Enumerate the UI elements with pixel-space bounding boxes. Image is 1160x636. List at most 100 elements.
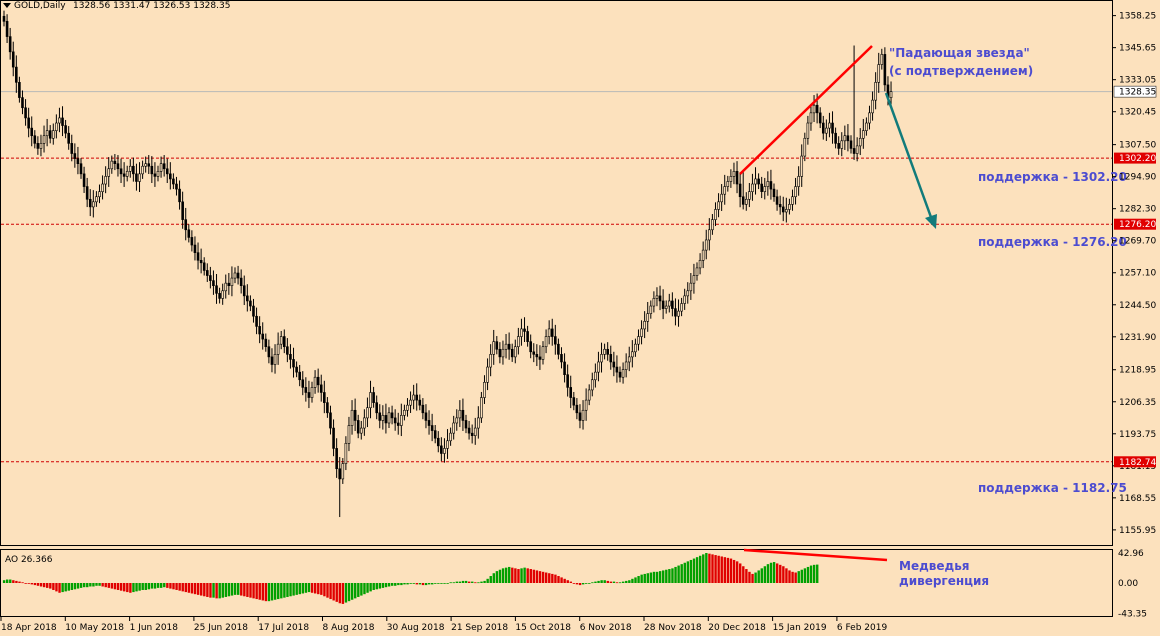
ao-bar: [806, 566, 810, 583]
ao-bar: [283, 583, 286, 598]
price-tick-label: 1358.25: [1119, 12, 1156, 22]
candle-body: [11, 51, 15, 68]
candle-body: [624, 361, 628, 370]
candle-body: [846, 135, 850, 142]
ao-bar: [397, 583, 400, 586]
candle-body: [809, 112, 813, 124]
candles: [2, 10, 893, 518]
ao-bar: [560, 577, 563, 583]
candle-body: [486, 366, 489, 383]
candle-body: [175, 183, 178, 190]
ao-bar: [138, 583, 141, 591]
ao-bar: [474, 582, 477, 584]
ao-bar: [498, 569, 502, 583]
time-tick-label: 21 Sep 2018: [451, 623, 508, 633]
candle-body: [658, 295, 662, 302]
candle-body: [88, 198, 92, 208]
ao-bar: [270, 583, 274, 601]
ao-bar: [196, 583, 200, 595]
ao-bar: [79, 583, 83, 588]
candle-body: [218, 293, 221, 299]
ao-bar: [443, 583, 446, 584]
candle-body: [498, 348, 502, 358]
candle-body: [711, 219, 714, 231]
time-axis: 18 Apr 2018 10 May 2018 1 Jun 2018 25 Jun 2…: [0, 617, 887, 633]
pattern-note-line2: (с подтверждением): [889, 64, 1033, 78]
ao-bar: [557, 576, 560, 583]
ao-bar: [489, 576, 492, 583]
candle-body: [276, 343, 280, 355]
candle-body: [307, 392, 311, 398]
candle-body: [18, 82, 21, 98]
candle-body: [766, 181, 770, 187]
candle-body: [39, 143, 43, 149]
candle-body: [674, 308, 677, 317]
candle-body: [634, 343, 637, 353]
candle-body: [803, 137, 807, 157]
time-tick-label: 18 Apr 2018: [1, 623, 57, 633]
down-arrow: [884, 92, 937, 229]
ao-bar: [628, 580, 631, 583]
ao-bar: [52, 583, 55, 590]
candle-body: [76, 158, 80, 164]
ao-bar: [723, 557, 727, 583]
ao-bar: [720, 556, 723, 583]
candle-body: [815, 104, 819, 114]
ao-bar: [132, 583, 135, 593]
ao-bar: [665, 569, 668, 583]
candle-body: [415, 394, 419, 401]
ao-bar: [400, 583, 403, 586]
candle-body: [818, 112, 822, 124]
candle-body: [877, 64, 881, 83]
candle-body: [871, 99, 874, 114]
candle-body: [520, 328, 523, 337]
candle-body: [82, 173, 86, 187]
candle-body: [107, 168, 111, 177]
ao-bar: [464, 580, 468, 583]
candle-body: [735, 171, 739, 185]
candle-body: [202, 262, 206, 271]
ao-bar: [452, 582, 455, 584]
ao-bar: [190, 583, 194, 594]
ao-bar: [652, 571, 656, 583]
divergence-note-line2: дивергенция: [899, 574, 989, 588]
ao-bar: [646, 573, 650, 583]
candle-body: [384, 415, 388, 424]
candle-body: [748, 191, 751, 200]
candle-body: [806, 122, 810, 139]
ao-bar: [366, 583, 369, 593]
ao-bar: [511, 567, 514, 583]
ao-bar: [209, 583, 212, 598]
ao-bar: [172, 583, 175, 590]
time-tick-label: 1 Jun 2018: [130, 623, 179, 633]
ao-bar: [246, 583, 249, 597]
ao-bar: [82, 583, 86, 588]
ao-bar: [363, 583, 366, 595]
ao-bar: [514, 568, 517, 583]
ao-bar: [304, 583, 308, 593]
candle-body: [45, 130, 49, 137]
candle-body: [335, 448, 338, 470]
ao-bar: [320, 583, 323, 595]
candle-body: [181, 201, 184, 220]
down-arrow-head: [925, 214, 937, 229]
ao-bar: [742, 566, 745, 583]
header-dropdown-icon[interactable]: [3, 3, 11, 8]
ao-bar: [317, 583, 320, 595]
ao-bar: [751, 573, 754, 583]
time-tick-label: 15 Oct 2018: [515, 623, 571, 633]
ao-bar: [9, 579, 12, 583]
candle-body: [597, 361, 600, 373]
ao-bar: [129, 583, 132, 593]
candle-body: [889, 91, 893, 98]
candle-body: [618, 371, 622, 378]
candle-body: [279, 336, 283, 345]
candle-body: [224, 282, 228, 292]
ao-bar: [717, 555, 720, 583]
support-levels: [1, 157, 1112, 463]
ao-bar: [714, 555, 717, 583]
ao-bar: [486, 578, 489, 583]
ao-bar: [569, 581, 573, 583]
ao-bar: [535, 570, 539, 583]
candle-body: [566, 374, 569, 388]
